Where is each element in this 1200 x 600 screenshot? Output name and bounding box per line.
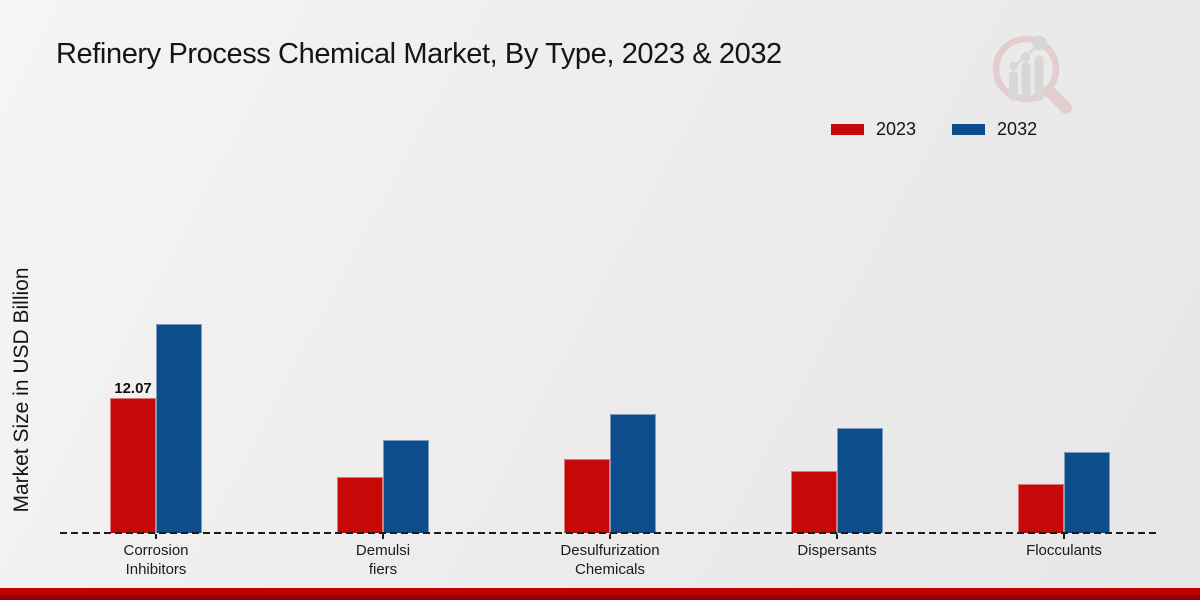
- y-axis-label: Market Size in USD Billion: [10, 267, 33, 513]
- bar-2023-cat1: [337, 477, 383, 533]
- legend-swatch-2032: [952, 124, 986, 135]
- axis-tick: [1063, 534, 1065, 539]
- axis-tick: [609, 534, 611, 539]
- footer-accent-bar: [0, 588, 1200, 600]
- bar-2032-cat2: [610, 414, 656, 533]
- bar-value-label: 12.07: [114, 380, 152, 397]
- category-label: Corrosion Inhibitors: [123, 542, 189, 578]
- legend-swatch-2023: [831, 124, 864, 135]
- legend-item-2032: 2032: [952, 119, 1037, 140]
- bar-2023-cat4: [1018, 484, 1064, 533]
- bar-2032-cat1: [383, 440, 429, 533]
- axis-tick: [155, 534, 157, 539]
- bar-2023-cat0: [110, 398, 156, 533]
- bar-2023-cat3: [791, 471, 837, 533]
- bar-2032-cat3: [837, 428, 883, 533]
- bar-2023-cat2: [564, 459, 610, 533]
- category-label: Flocculants: [1026, 542, 1102, 559]
- axis-tick: [382, 534, 384, 539]
- legend-label: 2032: [997, 119, 1038, 139]
- bar-2032-cat0: [156, 324, 202, 533]
- x-axis-baseline: [60, 532, 1160, 534]
- axis-tick: [836, 534, 838, 539]
- legend: 2023 2032: [831, 119, 1037, 140]
- category-label: Desulfurization Chemicals: [560, 542, 660, 578]
- watermark-logo-icon: [992, 35, 1072, 114]
- legend-label: 2023: [876, 119, 917, 139]
- category-label: Demulsi fiers: [355, 542, 411, 578]
- legend-item-2023: 2023: [831, 119, 916, 140]
- bar-2032-cat4: [1064, 452, 1110, 533]
- chart-title: Refinery Process Chemical Market, By Typ…: [56, 38, 782, 70]
- category-label: Dispersants: [797, 542, 877, 559]
